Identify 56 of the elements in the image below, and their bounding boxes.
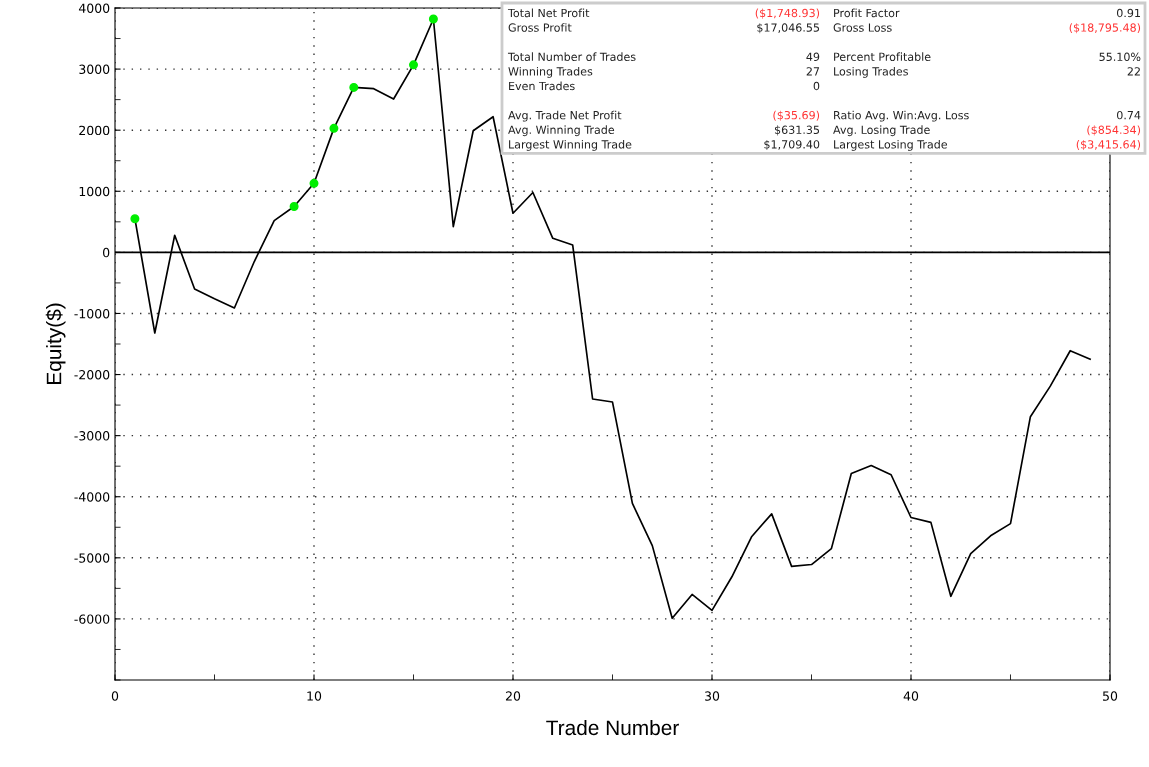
annotation: ($35.69) (773, 110, 820, 121)
annotation: Avg. Winning Trade (508, 125, 615, 137)
annotation: ($854.34) (1087, 125, 1141, 136)
annotation: Largest Losing Trade (834, 139, 948, 151)
annotation: Avg. Losing Trade (833, 125, 930, 137)
point (309, 178, 319, 188)
y-tick-label: -3000 (74, 431, 110, 441)
point (409, 60, 418, 70)
y-tick-label: 1000 (79, 186, 110, 197)
x-tick-label: 50 (1103, 691, 1118, 701)
annotation: 49 (806, 52, 820, 61)
annotation: ($1,748.93) (755, 8, 820, 19)
y-tick-label: -6000 (74, 614, 110, 624)
y-tick-label: 3000 (79, 64, 110, 75)
annotation: Winning Trades (508, 66, 593, 78)
annotation: Largest Winning Trade (509, 139, 632, 151)
y-tick-label: -2000 (74, 370, 110, 380)
point (349, 82, 359, 92)
annotation: Even Trades (509, 81, 575, 91)
annotation: Total Number of Trades (507, 52, 636, 61)
point (130, 214, 140, 224)
point (289, 202, 299, 212)
y-tick-label: -1000 (74, 308, 110, 319)
text: 0.74 (1116, 110, 1141, 120)
y-tick-label: 4000 (78, 3, 110, 13)
text: 0.91 (1116, 8, 1140, 18)
annotation: Losing Trades (834, 66, 908, 78)
y-tick-label: 2000 (79, 125, 110, 136)
y-axis-title: Equity($) (45, 303, 66, 384)
x-tick-label: 40 (903, 691, 919, 701)
x-tick-label: 30 (705, 691, 720, 701)
annotation: ($18,795.48) (1069, 23, 1141, 34)
annotation: Ratio Avg. Win:Avg. Loss (834, 110, 969, 122)
point (329, 123, 339, 133)
annotation: $1,709.40 (764, 139, 820, 151)
annotation: $631.35 (774, 125, 820, 136)
annotation: ($3,415.64) (1076, 139, 1141, 151)
x-axis-title: Trade Number (546, 719, 679, 736)
y-tick-label: -5000 (74, 553, 110, 563)
x-tick-label: 0 (111, 691, 119, 701)
annotation: Profit Factor (834, 8, 900, 18)
annotation: $17,046.55 (757, 23, 820, 34)
x-tick-label: 20 (505, 691, 521, 701)
annotation: 0 (813, 81, 820, 91)
x-tick-label: 10 (307, 691, 322, 701)
y-tick-label: 0 (103, 247, 110, 258)
annotation: Gross Profit (508, 23, 572, 32)
annotation: 27 (806, 67, 820, 76)
y-tick-label: -4000 (74, 492, 110, 502)
point (428, 14, 438, 24)
annotation: Gross Loss (833, 23, 892, 32)
text: 22 (1127, 67, 1140, 76)
annotation: 55.10% (1099, 52, 1141, 61)
annotation: Percent Profitable (834, 52, 931, 61)
annotation: Avg. Trade Net Profit (508, 110, 622, 122)
annotation: Total Net Profit (507, 8, 590, 18)
